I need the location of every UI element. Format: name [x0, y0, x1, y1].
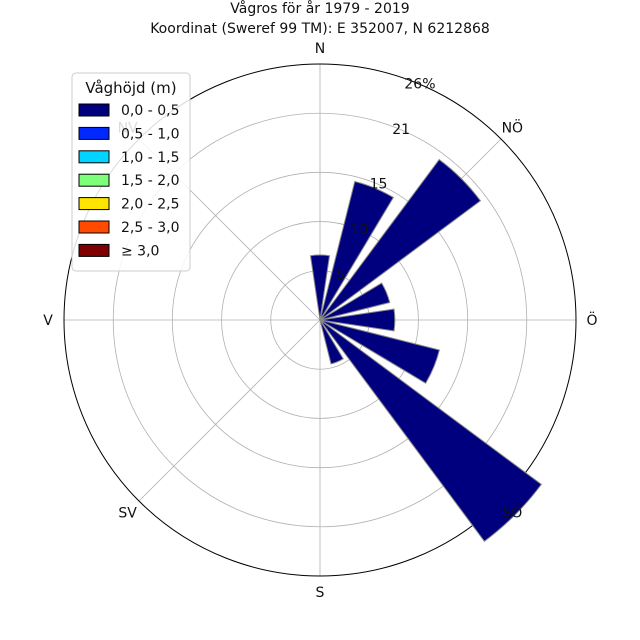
- rose-bar: [319, 319, 344, 365]
- grid-ring: [171, 171, 469, 469]
- legend-label: ≥ 3,0: [121, 243, 159, 259]
- chart-title: Vågros för år 1979 - 2019: [230, 0, 409, 17]
- legend: Våghöjd (m) 0,0 - 0,5 0,5 - 1,0 1,0 - 1,5 1…: [71, 72, 191, 272]
- chart-subtitle: Koordinat (Sweref 99 TM): E 352007, N 62…: [150, 21, 490, 37]
- grid-ring: [112, 112, 528, 528]
- legend-title: Våghöjd (m): [85, 79, 176, 97]
- legend-swatch: [78, 150, 110, 164]
- grid-ring: [221, 221, 419, 419]
- legend-label: 1,0 - 1,5: [121, 150, 179, 166]
- rose-bar: [319, 282, 391, 321]
- grid-spoke: [138, 319, 321, 502]
- legend-label: 0,0 - 0,5: [121, 103, 179, 119]
- direction-label: Ö: [586, 311, 597, 329]
- direction-label: SV: [118, 505, 137, 521]
- rose-bar: [319, 180, 395, 321]
- legend-items: 0,0 - 0,5 0,5 - 1,0 1,0 - 1,5 1,5 - 2,0 2,0 …: [78, 103, 179, 259]
- radial-tick-label: 5: [336, 268, 345, 284]
- rose-bar: [319, 319, 543, 543]
- rose-bar: [309, 254, 331, 321]
- direction-label: S: [316, 585, 325, 601]
- rose-bars: [309, 158, 543, 543]
- direction-label: SÖ: [502, 503, 522, 521]
- legend-swatch: [78, 243, 110, 257]
- legend-swatch: [78, 173, 110, 187]
- radial-tick-label: 21: [392, 122, 410, 138]
- rose-bar: [319, 308, 396, 332]
- legend-label: 2,5 - 3,0: [121, 220, 179, 236]
- legend-swatch: [78, 197, 110, 211]
- rose-bar: [319, 158, 482, 321]
- legend-swatch: [78, 220, 110, 234]
- polar-grid: [63, 63, 577, 577]
- legend-swatch: [78, 103, 110, 117]
- legend-label: 2,0 - 2,5: [121, 197, 179, 213]
- direction-label: NÖ: [502, 119, 524, 137]
- direction-label: N: [315, 41, 325, 57]
- radial-tick-label: 26%: [404, 76, 435, 92]
- radial-tick-label: 15: [370, 177, 388, 193]
- legend-swatch: [78, 126, 110, 140]
- rose-bar: [319, 319, 440, 384]
- outer-ring: [63, 63, 577, 577]
- radial-tick-labels: 5 10 15 21 26%: [336, 76, 435, 283]
- direction-labels: NNÖÖSÖSSVVNV: [43, 41, 597, 601]
- radial-tick-label: 10: [351, 222, 369, 238]
- legend-label: 0,5 - 1,0: [121, 126, 179, 142]
- legend-label: 1,5 - 2,0: [121, 173, 179, 189]
- direction-label: V: [43, 313, 53, 329]
